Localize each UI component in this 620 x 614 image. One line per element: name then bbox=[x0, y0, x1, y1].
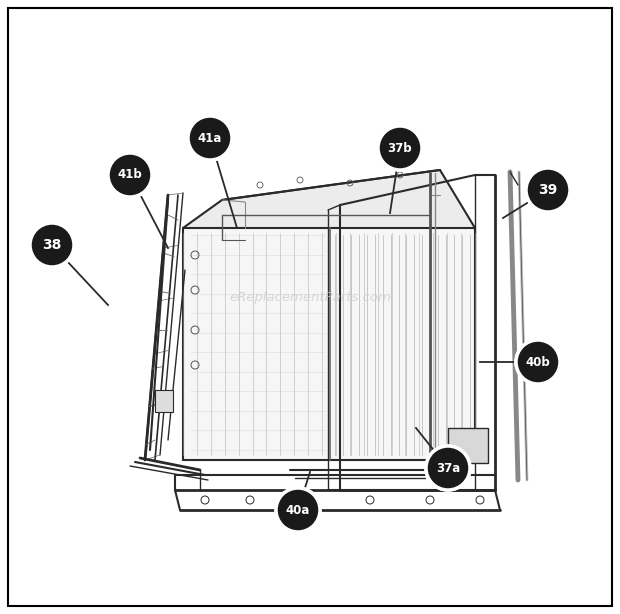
Text: 37a: 37a bbox=[436, 462, 460, 475]
Circle shape bbox=[275, 487, 321, 533]
Circle shape bbox=[108, 153, 152, 197]
Text: 40a: 40a bbox=[286, 503, 310, 516]
Text: 37b: 37b bbox=[388, 141, 412, 155]
Text: 41a: 41a bbox=[198, 131, 222, 144]
Circle shape bbox=[30, 223, 74, 267]
Polygon shape bbox=[183, 228, 475, 460]
Text: 40b: 40b bbox=[526, 356, 551, 368]
Circle shape bbox=[378, 126, 422, 170]
Circle shape bbox=[107, 152, 153, 198]
Circle shape bbox=[526, 168, 570, 212]
Bar bbox=[155, 390, 173, 412]
Circle shape bbox=[425, 445, 471, 491]
Circle shape bbox=[187, 115, 233, 161]
Circle shape bbox=[276, 488, 320, 532]
Polygon shape bbox=[183, 170, 475, 228]
Circle shape bbox=[377, 125, 423, 171]
Text: eReplacementParts.com: eReplacementParts.com bbox=[229, 290, 391, 303]
Text: 41b: 41b bbox=[118, 168, 143, 182]
Circle shape bbox=[525, 167, 571, 213]
Text: 39: 39 bbox=[538, 183, 557, 197]
Circle shape bbox=[29, 222, 75, 268]
FancyBboxPatch shape bbox=[448, 428, 488, 463]
Circle shape bbox=[188, 116, 232, 160]
Circle shape bbox=[516, 340, 560, 384]
Circle shape bbox=[426, 446, 470, 490]
Circle shape bbox=[515, 339, 561, 385]
Text: 38: 38 bbox=[42, 238, 61, 252]
